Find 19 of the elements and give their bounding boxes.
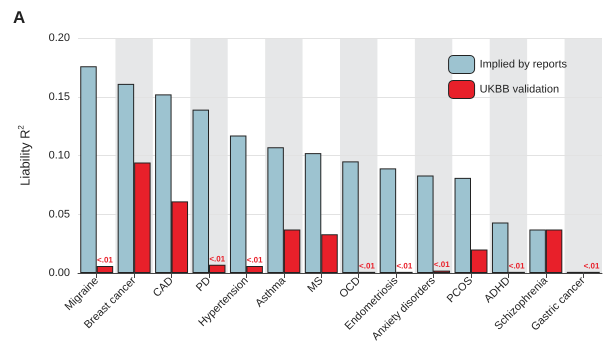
legend-label: Implied by reports	[480, 58, 568, 70]
data-label: <.01	[97, 255, 114, 264]
data-label: <.01	[359, 261, 376, 270]
data-label: <.01	[508, 261, 526, 270]
data-label: <.01	[396, 261, 413, 270]
y-tick-label: 0.20	[48, 32, 70, 44]
chart-title: A	[13, 8, 26, 27]
y-tick-label: 0.10	[48, 150, 70, 162]
data-label: <.01	[584, 261, 600, 270]
x-tick-label: MS	[305, 274, 326, 295]
y-tick-label: 0.15	[48, 90, 70, 103]
x-tick-label: CAD	[150, 274, 176, 300]
data-label: <.01	[209, 254, 226, 264]
y-tick-label: 0.05	[48, 208, 70, 220]
data-label: <.01	[246, 255, 264, 264]
y-tick-label: 0.00	[48, 267, 70, 279]
legend-label: UKBB validation	[480, 84, 560, 96]
y-axis-title: Liability R2	[16, 124, 32, 186]
data-label: <.01	[434, 260, 450, 270]
